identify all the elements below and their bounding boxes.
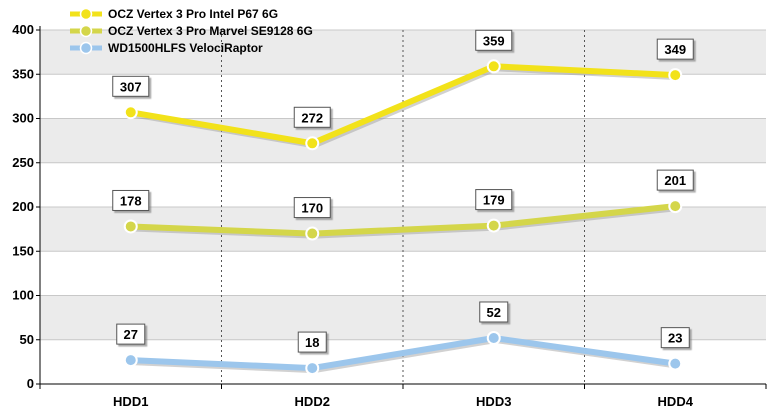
data-label-box xyxy=(293,106,331,128)
data-label-box xyxy=(293,197,331,219)
y-tick-label: 250 xyxy=(12,155,34,170)
data-label: 27 xyxy=(124,327,138,342)
y-tick-label: 100 xyxy=(12,288,34,303)
data-label-box xyxy=(656,38,694,60)
data-label-box xyxy=(112,189,150,211)
data-label: 272 xyxy=(301,110,323,125)
data-label-group: 27 xyxy=(116,323,146,345)
data-label-group: 307 xyxy=(112,75,150,97)
data-label: 359 xyxy=(483,33,505,48)
data-label: 307 xyxy=(120,79,142,94)
data-label: 349 xyxy=(664,42,686,57)
data-label: 23 xyxy=(668,331,682,346)
x-category-label: HDD3 xyxy=(476,394,511,409)
series-point xyxy=(305,226,320,241)
data-label: 52 xyxy=(487,305,501,320)
y-tick-label: 300 xyxy=(12,111,34,126)
data-label: 18 xyxy=(305,335,319,350)
data-label: 178 xyxy=(120,193,142,208)
data-label-group: 170 xyxy=(293,197,331,219)
series-point xyxy=(486,218,501,233)
legend-swatch-marker xyxy=(79,7,93,21)
plot-band xyxy=(40,251,766,296)
series-point xyxy=(486,330,501,345)
x-category-label: HDD1 xyxy=(113,394,148,409)
x-category-label: HDD4 xyxy=(658,394,694,409)
series-line xyxy=(127,63,679,147)
data-label-box xyxy=(475,29,513,51)
axes xyxy=(39,26,767,389)
series-point xyxy=(123,353,138,368)
data-label-box xyxy=(660,327,690,349)
data-label: 201 xyxy=(664,173,686,188)
data-label-group: 52 xyxy=(479,301,509,323)
data-label-group: 349 xyxy=(656,38,694,60)
data-label-group: 23 xyxy=(660,327,690,349)
data-label-box xyxy=(112,75,150,97)
y-axis-ticks: 0 50 100 150 200 250 300 350 400 xyxy=(12,22,40,391)
y-tick-label: 400 xyxy=(12,22,34,37)
data-label-box xyxy=(297,331,327,353)
series-point xyxy=(668,199,683,214)
legend-swatch-marker xyxy=(79,24,93,38)
data-label-group: 201 xyxy=(656,169,694,191)
data-label-box xyxy=(479,301,509,323)
series-point xyxy=(486,59,501,74)
y-tick-label: 200 xyxy=(12,199,34,214)
legend: OCZ Vertex 3 Pro Intel P67 6G OCZ Vertex … xyxy=(70,7,313,55)
series-line xyxy=(127,203,679,237)
data-label-group: 18 xyxy=(297,331,327,353)
series-point xyxy=(668,356,683,371)
y-tick-label: 150 xyxy=(12,243,34,258)
data-label-group: 272 xyxy=(293,106,331,128)
y-tick-label: 350 xyxy=(12,66,34,81)
series-point xyxy=(668,68,683,83)
y-tick-label: 0 xyxy=(27,376,34,391)
legend-swatch-marker xyxy=(79,41,93,55)
data-labels: 307 272 359 349 178 170 179 201 27 18 52 23 xyxy=(112,29,694,353)
series-point xyxy=(123,219,138,234)
plot-band xyxy=(40,295,766,340)
data-label-box xyxy=(116,323,146,345)
y-tick-label: 50 xyxy=(20,332,34,347)
legend-entry-label: OCZ Vertex 3 Pro Intel P67 6G xyxy=(108,7,278,21)
series-point xyxy=(123,105,138,120)
data-label-box xyxy=(475,189,513,211)
legend-entry-label: WD1500HLFS VelociRaptor xyxy=(108,41,263,55)
series-point xyxy=(305,361,320,376)
data-label-group: 359 xyxy=(475,29,513,51)
data-label: 179 xyxy=(483,193,505,208)
legend-entry-label: OCZ Vertex 3 Pro Marvel SE9128 6G xyxy=(108,24,313,38)
series-layer xyxy=(123,59,683,376)
series-line xyxy=(127,335,679,372)
data-label-group: 179 xyxy=(475,189,513,211)
series-point xyxy=(305,136,320,151)
data-label-group: 178 xyxy=(112,189,150,211)
data-label: 170 xyxy=(301,201,323,216)
x-category-label: HDD2 xyxy=(295,394,330,409)
data-label-box xyxy=(656,169,694,191)
x-axis-categories: HDD1 HDD2 HDD3 HDD4 xyxy=(113,394,694,409)
